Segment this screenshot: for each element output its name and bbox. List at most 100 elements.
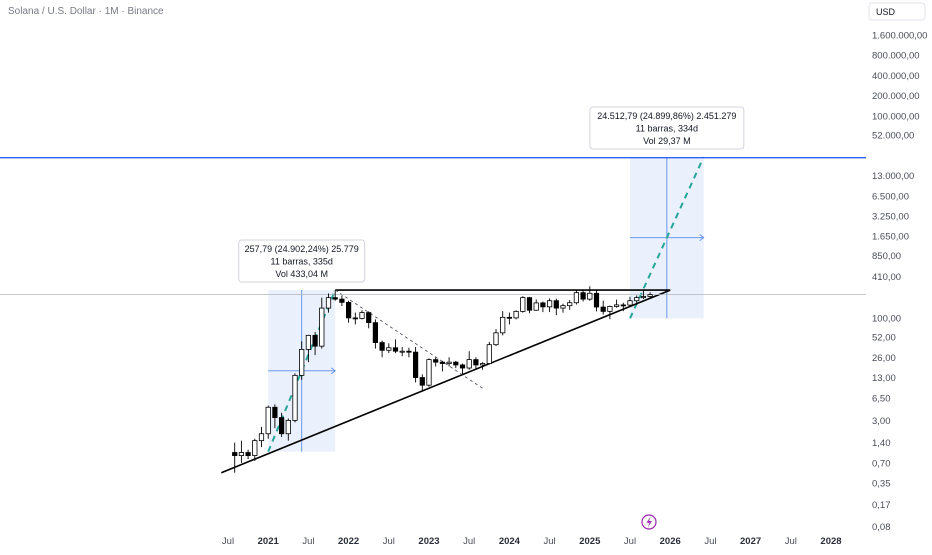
- candle[interactable]: [406, 347, 412, 358]
- candle[interactable]: [439, 360, 446, 372]
- candle-body-up: [573, 292, 580, 304]
- candle[interactable]: [634, 295, 640, 305]
- candle[interactable]: [473, 357, 479, 370]
- candle[interactable]: [453, 360, 459, 369]
- trendline-rising-support[interactable]: [220, 289, 671, 474]
- time-axis[interactable]: Jul 2021 Jul 2022 Jul 2023 Jul 2024 Jul 2025 Jul 20…: [222, 536, 842, 547]
- candle[interactable]: [392, 339, 399, 354]
- candle[interactable]: [305, 334, 312, 363]
- candle-body-up: [627, 300, 633, 306]
- candle-body-down: [459, 364, 466, 369]
- candle[interactable]: [459, 363, 466, 376]
- candle[interactable]: [232, 442, 238, 473]
- candle[interactable]: [399, 346, 405, 357]
- candle-body-down: [419, 377, 425, 386]
- price-tick-label: 6.500,00: [872, 191, 909, 202]
- candle[interactable]: [299, 341, 305, 380]
- candle-body-up: [614, 304, 620, 307]
- candle[interactable]: [587, 286, 593, 301]
- candle[interactable]: [547, 298, 553, 313]
- candle-body-up: [386, 347, 392, 351]
- candle[interactable]: [647, 292, 653, 299]
- currency-label: USD: [876, 7, 896, 17]
- time-tick-label: Jul: [544, 536, 556, 547]
- candle[interactable]: [352, 312, 358, 325]
- candle[interactable]: [419, 374, 425, 392]
- candle[interactable]: [426, 358, 432, 387]
- candle-body-down: [453, 361, 459, 366]
- candle[interactable]: [620, 302, 626, 312]
- candle[interactable]: [580, 289, 586, 302]
- candle[interactable]: [372, 319, 379, 349]
- candle[interactable]: [600, 300, 606, 315]
- candle[interactable]: [506, 312, 513, 325]
- candle[interactable]: [513, 310, 519, 320]
- measure-label-line3: Vol 29,37 M: [643, 136, 691, 146]
- candle[interactable]: [245, 449, 251, 460]
- time-tick-label: Jul: [302, 536, 314, 547]
- candle-body-down: [412, 351, 419, 378]
- candle[interactable]: [412, 346, 419, 383]
- candle[interactable]: [607, 305, 613, 320]
- candle[interactable]: [252, 438, 258, 461]
- candle[interactable]: [520, 296, 526, 313]
- candle[interactable]: [265, 405, 271, 439]
- candle[interactable]: [319, 297, 325, 349]
- candle-body-down: [366, 312, 372, 324]
- candle[interactable]: [479, 362, 486, 370]
- candle[interactable]: [238, 440, 244, 463]
- candle[interactable]: [433, 357, 439, 367]
- candle[interactable]: [258, 426, 265, 448]
- candle-body-down: [620, 304, 626, 307]
- time-tick-label: 2021: [258, 536, 280, 547]
- candle[interactable]: [278, 412, 285, 437]
- currency-button[interactable]: [868, 2, 926, 21]
- candle[interactable]: [325, 293, 332, 313]
- candle[interactable]: [560, 303, 566, 313]
- price-tick-label: 410,00: [872, 272, 901, 283]
- candle-body-down: [593, 292, 600, 308]
- candle-body-down: [406, 350, 412, 353]
- projection-line[interactable]: [629, 156, 705, 319]
- candle[interactable]: [614, 299, 620, 308]
- candle[interactable]: [526, 296, 533, 314]
- candle[interactable]: [386, 343, 392, 354]
- candle[interactable]: [540, 301, 546, 313]
- candle[interactable]: [312, 331, 318, 356]
- candle-body-down: [352, 317, 358, 320]
- candle-body-down: [332, 297, 338, 300]
- candle[interactable]: [486, 341, 492, 364]
- candle[interactable]: [500, 311, 506, 336]
- measure-label-line1: 257,79 (24.902,24%) 25.779: [245, 244, 359, 254]
- candle[interactable]: [446, 357, 452, 367]
- price-tick-label: 13,00: [872, 373, 896, 384]
- candle[interactable]: [593, 289, 600, 312]
- price-tick-label: 1.650,00: [872, 232, 909, 243]
- candle[interactable]: [466, 351, 472, 370]
- candle[interactable]: [533, 299, 539, 311]
- candle[interactable]: [627, 296, 633, 308]
- candle[interactable]: [493, 329, 499, 347]
- candle[interactable]: [567, 300, 573, 310]
- candle[interactable]: [379, 340, 385, 358]
- candle[interactable]: [285, 418, 291, 441]
- candle[interactable]: [272, 404, 278, 429]
- candle[interactable]: [573, 289, 580, 305]
- candle[interactable]: [332, 290, 338, 301]
- price-tick-label: 0,17: [872, 500, 891, 511]
- candle-body-up: [305, 334, 312, 350]
- candle[interactable]: [366, 311, 372, 329]
- candle[interactable]: [640, 290, 647, 300]
- candle[interactable]: [553, 298, 559, 316]
- lightning-icon[interactable]: [641, 514, 657, 530]
- candle[interactable]: [345, 300, 352, 323]
- price-tick-label: 1,40: [872, 438, 891, 449]
- candle[interactable]: [292, 373, 298, 423]
- candle-body-up: [500, 316, 506, 334]
- candle[interactable]: [359, 310, 365, 320]
- time-tick-label: 2023: [418, 536, 439, 547]
- price-axis[interactable]: USD 1.600.000,00 800.000,00 400.000,00 200.…: [866, 0, 932, 550]
- candle[interactable]: [339, 295, 345, 307]
